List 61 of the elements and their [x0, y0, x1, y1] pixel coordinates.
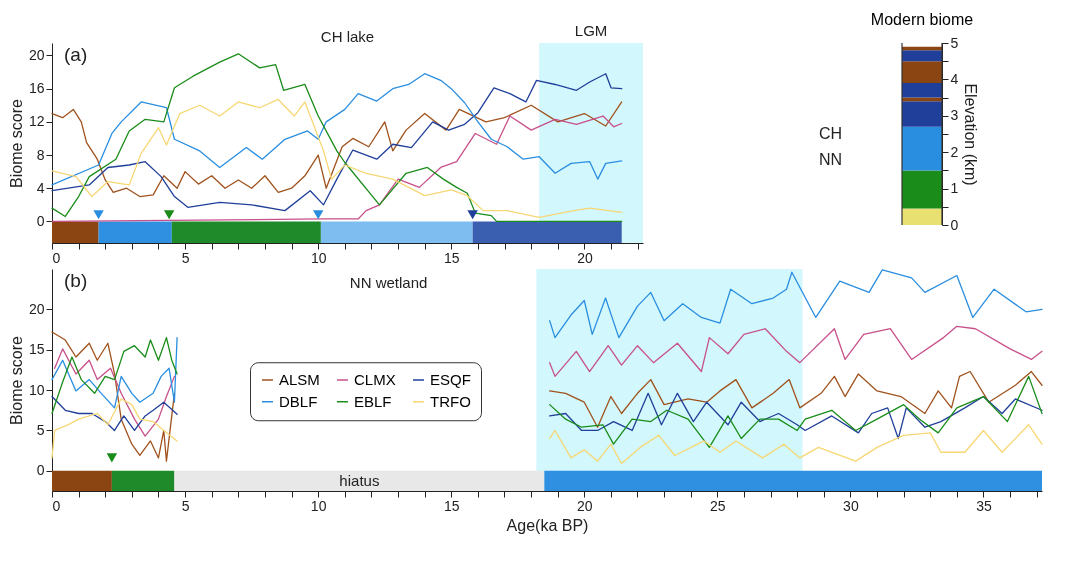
y-tick-label: 0 [950, 216, 959, 233]
bar [902, 170, 942, 209]
y-tick-label: 4 [950, 70, 959, 87]
chart-title: (a) [64, 44, 88, 65]
chart-title: (b) [64, 270, 88, 291]
bar [902, 61, 942, 84]
x-tick-label: 10 [310, 497, 327, 514]
y-tick-label: 3 [950, 107, 959, 124]
legend-label: TRFO [430, 392, 471, 410]
text: CH [818, 125, 842, 142]
legend-label: ALSM [279, 370, 320, 388]
chart-title: Modern biome [870, 11, 974, 28]
x-tick-label: 30 [843, 497, 859, 514]
band-label: LGM [574, 22, 608, 39]
line-series [51, 73, 623, 212]
legend-label: EBLF [354, 392, 392, 410]
x-tick-label: 5 [181, 249, 190, 266]
y-axis-title: Elevation (km) [962, 83, 980, 186]
x-tick-label: 35 [976, 497, 992, 514]
legend-label: CLMX [354, 370, 396, 388]
y-axis-title: Biome score [7, 335, 25, 425]
bar [902, 126, 942, 171]
x-tick-label: 5 [181, 497, 190, 514]
y-tick-label: 1 [950, 180, 959, 197]
line-series [51, 73, 623, 186]
line-series [51, 101, 623, 198]
y-tick-label: 5 [36, 421, 45, 438]
y-tick-label: 8 [36, 146, 45, 163]
y-tick-label: 0 [36, 212, 45, 229]
bar [902, 83, 942, 98]
bar [902, 101, 942, 127]
y-tick-label: 0 [36, 462, 45, 479]
y-tick-label: 16 [28, 80, 45, 97]
bar [902, 208, 942, 225]
x-tick-label: 10 [310, 249, 327, 266]
x-tick-label: 25 [710, 497, 726, 514]
y-tick-label: 4 [36, 179, 45, 196]
legend-label: ESQF [430, 370, 471, 388]
bar [902, 50, 942, 62]
text: NN [818, 151, 842, 168]
y-tick-label: 10 [28, 381, 45, 398]
x-tick-label: 0 [52, 249, 61, 266]
y-tick-label: 20 [28, 300, 45, 317]
x-tick-label: 15 [443, 497, 460, 514]
y-tick-label: 12 [28, 113, 45, 130]
line-series [51, 115, 623, 223]
x-tick-label: 20 [576, 497, 593, 514]
annotation: NN wetland [349, 274, 428, 291]
y-tick-label: 2 [950, 143, 959, 160]
line-series [51, 98, 623, 218]
annotation: CH lake [320, 28, 375, 45]
legend-label: DBLF [279, 392, 318, 410]
y-tick-label: 20 [28, 46, 45, 63]
x-axis-title: Age(ka BP) [506, 516, 589, 534]
x-tick-label: 15 [444, 249, 460, 266]
y-axis-title: Biome score [7, 98, 25, 188]
x-tick-label: 0 [52, 497, 61, 514]
band-label: hiatus [339, 471, 380, 489]
y-tick-label: 5 [950, 34, 959, 51]
x-tick-label: 20 [577, 249, 593, 266]
y-tick-label: 15 [28, 341, 45, 358]
